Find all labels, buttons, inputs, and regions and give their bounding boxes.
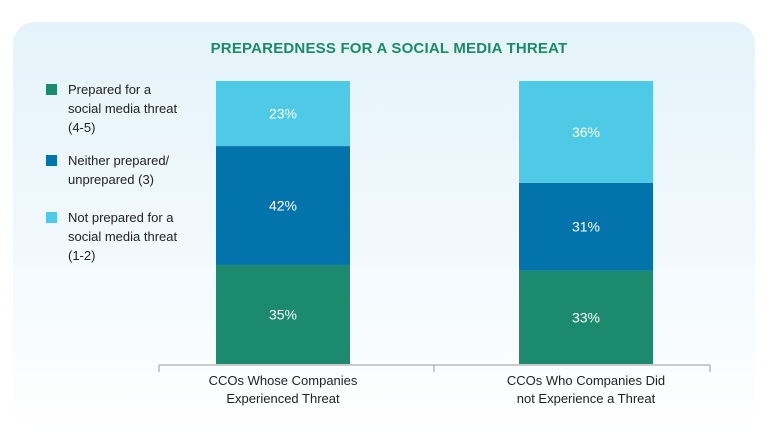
data-label-1-2: 36% [572,124,600,140]
bar-segment-1-1 [519,182,653,271]
bar-segment-1-0 [519,270,653,364]
legend-label-prepared: Prepared for a social media threat (4-5) [68,82,178,135]
bar-segment-0-1 [216,146,350,265]
chart-title: PREPAREDNESS FOR A SOCIAL MEDIA THREAT [210,40,568,57]
category-label-0: CCOs Whose Companies Experienced Threat [209,373,358,406]
bar-segment-1-2 [519,81,653,183]
legend-label-neither: Neither prepared/ unprepared (3) [68,153,170,187]
data-label-1-0: 33% [572,309,600,325]
bar-segment-0-0 [216,264,350,364]
data-label-0-0: 35% [269,306,297,322]
data-label-0-1: 42% [269,198,297,214]
data-label-1-1: 31% [572,219,600,235]
data-label-0-2: 23% [269,106,297,122]
legend-swatch-not-prepared [46,212,57,223]
legend-swatch-neither [46,155,57,166]
legend-label-not-prepared: Not prepared for a social media threat (… [68,210,178,263]
bar-segment-0-2 [216,81,350,147]
category-label-1: CCOs Who Companies Did not Experience a T… [507,373,665,406]
legend-swatch-prepared [46,84,57,95]
